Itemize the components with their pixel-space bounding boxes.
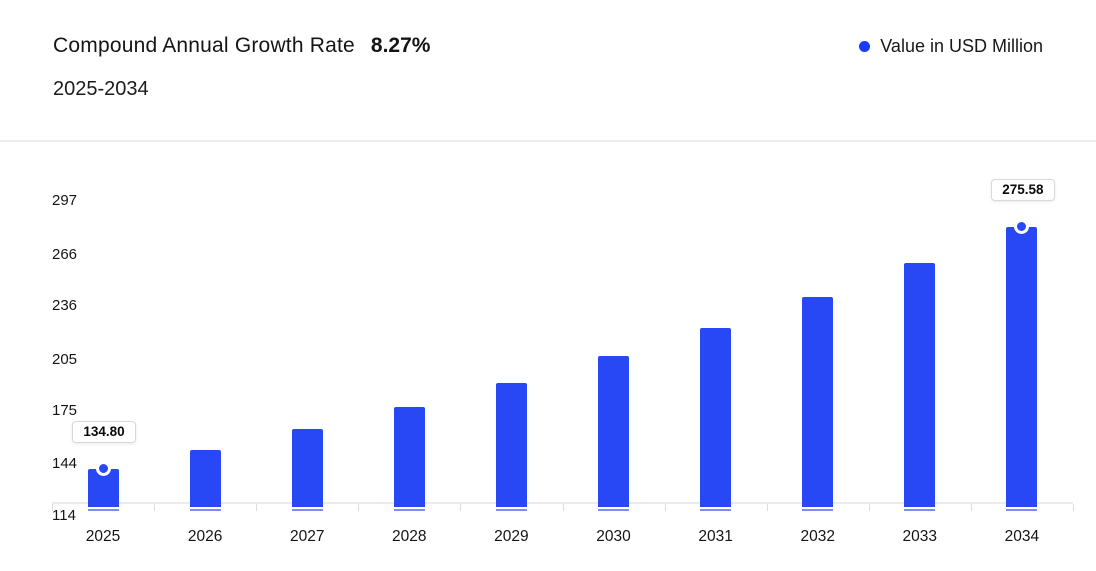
x-axis-label: 2029: [494, 528, 529, 545]
bar-base-stripe: [495, 508, 527, 511]
y-axis-label: 266: [52, 245, 78, 263]
bar-base-stripe: [802, 508, 834, 511]
bar-2026[interactable]: [189, 450, 221, 507]
x-axis-label: 2026: [187, 528, 223, 545]
y-axis-label: 205: [52, 350, 78, 368]
x-axis-label: 2032: [800, 528, 836, 545]
legend-item[interactable]: Value in USD Million: [859, 36, 1043, 57]
date-range-subtitle: 2025-2034: [53, 78, 149, 100]
x-axis-tick: [970, 504, 972, 511]
bar-2034[interactable]: [1006, 227, 1038, 507]
x-axis-label: 2027: [290, 528, 325, 545]
legend-label: Value in USD Million: [880, 36, 1043, 56]
x-axis-label: 2034: [1004, 528, 1040, 545]
x-axis-tick: [358, 504, 360, 511]
title-row: Compound Annual Growth Rate 8.27%: [53, 34, 430, 58]
bar-2028[interactable]: [393, 406, 425, 507]
bar-base-stripe: [291, 508, 323, 511]
bar-2032[interactable]: [802, 296, 834, 507]
y-axis-label: 236: [52, 297, 78, 315]
x-axis-line: [52, 502, 1073, 504]
bar-chart-area: 297 266 236 205 175 144 114 2025 2026 2027 2028 202…: [0, 143, 1096, 571]
point-marker[interactable]: [1014, 218, 1030, 234]
bar-2033[interactable]: [904, 263, 936, 507]
bar-2029[interactable]: [495, 382, 527, 507]
x-axis-tick: [868, 504, 870, 511]
x-axis-tick: [154, 504, 156, 511]
x-axis-tick: [1073, 504, 1074, 511]
x-axis-tick: [766, 504, 768, 511]
x-axis-label: 2030: [596, 528, 631, 545]
x-axis-tick: [460, 504, 462, 511]
x-axis-label: 2025: [85, 528, 121, 545]
bar-base-stripe: [1006, 508, 1038, 511]
bar-2027[interactable]: [291, 429, 323, 507]
bar-2030[interactable]: [598, 356, 629, 507]
bar-base-stripe: [700, 508, 732, 511]
x-axis-tick: [256, 504, 258, 511]
bar-base-stripe: [87, 508, 119, 511]
x-axis-tick: [562, 504, 564, 511]
point-marker[interactable]: [95, 460, 111, 476]
value-tooltip: 134.80: [72, 421, 136, 444]
x-axis-label: 2031: [698, 528, 733, 545]
page-title: Compound Annual Growth Rate: [53, 34, 355, 57]
x-axis-label: 2028: [392, 528, 427, 545]
bar-base-stripe: [189, 508, 221, 511]
x-axis-label: 2033: [902, 528, 938, 545]
x-axis-tick: [52, 504, 53, 511]
y-axis-label: 144: [52, 455, 78, 473]
bar-2031[interactable]: [700, 327, 732, 507]
legend-dot-icon: [859, 41, 871, 52]
header-divider: [0, 140, 1096, 142]
bar-base-stripe: [393, 508, 425, 511]
y-axis-label: 297: [52, 192, 78, 210]
x-axis-tick: [664, 504, 666, 511]
value-tooltip: 275.58: [990, 179, 1055, 202]
bar-base-stripe: [598, 508, 629, 511]
y-axis-label: 114: [52, 507, 76, 524]
cagr-value: 8.27%: [370, 34, 431, 57]
chart-header: Compound Annual Growth Rate 8.27% 2025-2…: [0, 0, 1096, 140]
bar-base-stripe: [904, 508, 936, 511]
y-axis-label: 175: [52, 402, 78, 420]
